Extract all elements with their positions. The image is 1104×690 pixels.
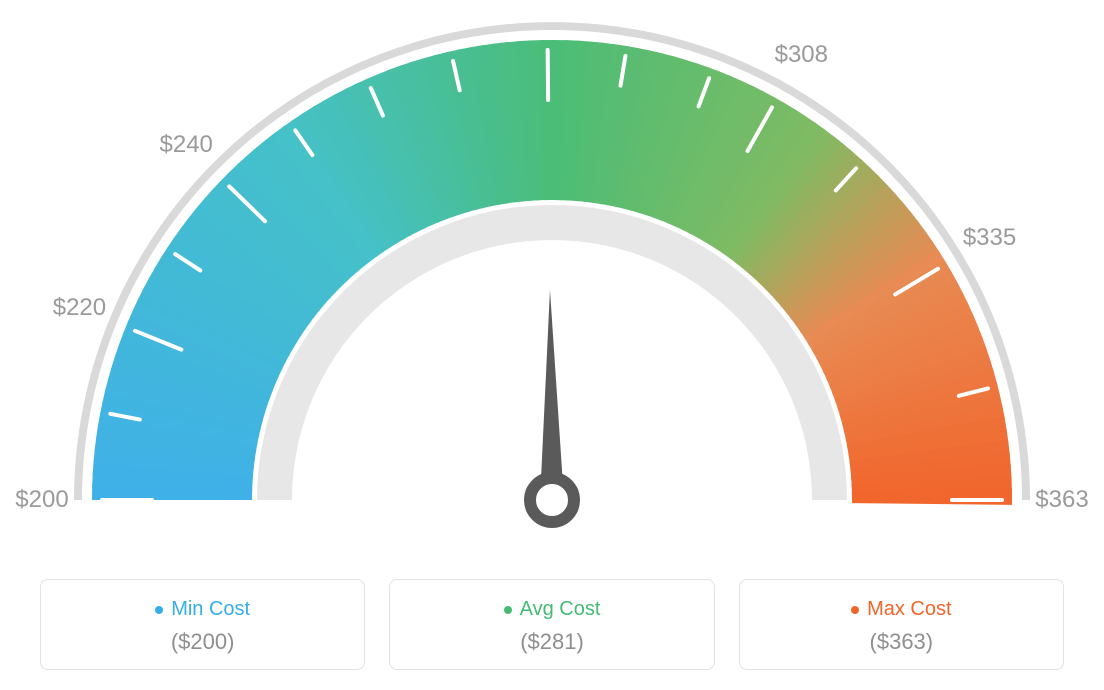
gauge-tick-label: $335 — [963, 224, 1016, 252]
legend-value-min: ($200) — [51, 629, 354, 655]
legend-title-avg: Avg Cost — [504, 598, 601, 621]
dot-icon — [504, 606, 512, 614]
legend-card-max: Max Cost ($363) — [739, 579, 1064, 670]
gauge-tick-label: $240 — [159, 131, 212, 159]
gauge-tick-label: $363 — [1035, 486, 1088, 514]
gauge-tick-label: $308 — [775, 41, 828, 69]
legend-title-text: Max Cost — [867, 598, 951, 621]
legend-row: Min Cost ($200) Avg Cost ($281) Max Cost… — [0, 579, 1104, 670]
dot-icon — [851, 606, 859, 614]
dot-icon — [155, 606, 163, 614]
gauge-svg — [0, 0, 1104, 560]
gauge-tick-label: $220 — [53, 294, 106, 322]
gauge-tick-label: $200 — [15, 486, 68, 514]
legend-title-text: Avg Cost — [520, 598, 601, 621]
gauge-tick-label: $281 — [520, 0, 573, 4]
legend-card-min: Min Cost ($200) — [40, 579, 365, 670]
legend-title-text: Min Cost — [171, 598, 250, 621]
gauge-chart: $200 $220 $240 $281 $308 $335 $363 — [0, 0, 1104, 560]
legend-title-min: Min Cost — [155, 598, 250, 621]
legend-card-avg: Avg Cost ($281) — [389, 579, 714, 670]
legend-value-avg: ($281) — [400, 629, 703, 655]
legend-value-max: ($363) — [750, 629, 1053, 655]
legend-title-max: Max Cost — [851, 598, 951, 621]
